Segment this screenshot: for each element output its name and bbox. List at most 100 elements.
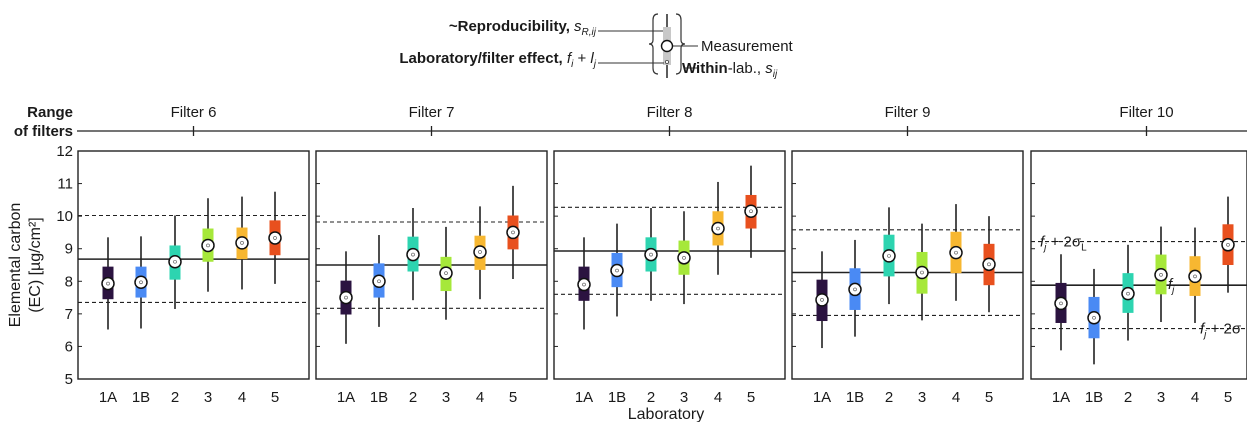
lab-tick-label: 5 [509, 389, 517, 406]
effect-marker [1092, 315, 1096, 320]
lab-tick-label: 1B [1085, 389, 1103, 406]
effect-marker [240, 241, 244, 245]
effect-marker [444, 271, 448, 275]
panel-filter-6: Filter 6 1A 1B 2 3 4 5 [77, 104, 310, 406]
lab-3: 3 [201, 198, 215, 406]
effect-marker [1059, 301, 1063, 306]
lab-tick-label: 3 [918, 389, 926, 406]
lab-1A: 1A [575, 237, 593, 406]
lab-tick-label: 1A [1052, 389, 1070, 406]
effect-marker [853, 287, 857, 292]
lab-tick-label: 5 [985, 389, 993, 406]
range-label-line2: of filters [14, 123, 73, 140]
upper-limit-annotation: fj + 2σL [1040, 234, 1087, 254]
lab-tick-label: 5 [747, 389, 755, 406]
lab-5: 5 [506, 185, 520, 406]
lab-tick-label: 3 [680, 389, 688, 406]
lab-4: 4 [473, 206, 487, 406]
panel-title: Filter 9 [885, 104, 931, 121]
effect-marker [749, 209, 753, 214]
panel-frame [791, 150, 1024, 380]
lab-tick-label: 3 [1157, 389, 1165, 406]
lab-tick-label: 1B [608, 389, 626, 406]
lab-tick-label: 1A [99, 389, 117, 406]
lab-4: 4 [711, 181, 725, 406]
effect-marker [106, 281, 110, 286]
y-tick-label: 11 [57, 176, 73, 193]
effect-marker [1226, 243, 1230, 247]
lab-1A: 1A [337, 251, 355, 406]
lab-1B: 1B [1085, 268, 1103, 406]
legend-measurement-marker [660, 39, 674, 53]
lab-3: 3 [1154, 226, 1168, 406]
x-axis-label: Laboratory [628, 406, 705, 422]
y-tick-label: 8 [65, 273, 73, 290]
y-tick-label: 12 [56, 143, 73, 160]
effect-marker [820, 298, 824, 302]
panel-title: Filter 10 [1119, 104, 1173, 121]
effect-marker [649, 252, 653, 257]
lab-1B: 1B [370, 235, 388, 406]
lab-tick-label: 4 [714, 389, 722, 406]
effect-marker [139, 280, 143, 285]
legend-within-text: Within-lab., sij [682, 60, 778, 80]
effect-marker [377, 279, 381, 284]
y-tick-label: 6 [65, 338, 73, 355]
lab-tick-label: 3 [442, 389, 450, 406]
y-axis-label-line1: Elemental carbon [7, 203, 24, 328]
lab-2: 2 [644, 208, 658, 406]
effect-marker [954, 250, 958, 255]
lab-tick-label: 5 [271, 389, 279, 406]
lab-tick-label: 4 [952, 389, 960, 406]
y-tick-label: 7 [65, 306, 73, 323]
lab-5: 5 [1221, 196, 1235, 406]
panel-frame [315, 150, 548, 380]
lab-2: 2 [882, 207, 896, 406]
lab-tick-label: 2 [171, 389, 179, 406]
panel-title: Filter 8 [647, 104, 693, 121]
effect-marker [1159, 272, 1163, 277]
lab-3: 3 [439, 226, 453, 406]
lab-1A: 1A [813, 251, 831, 406]
lab-tick-label: 1B [846, 389, 864, 406]
effect-marker [206, 243, 210, 248]
lab-1B: 1B [132, 236, 150, 406]
lab-tick-label: 1A [575, 389, 593, 406]
lab-tick-label: 4 [1191, 389, 1199, 406]
effect-marker [887, 254, 891, 258]
effect-marker [273, 236, 277, 240]
effect-marker [716, 226, 720, 231]
lower-limit-annotation: fj + 2σ [1200, 321, 1242, 341]
lab-3: 3 [677, 211, 691, 406]
lab-4: 4 [235, 196, 249, 406]
lab-5: 5 [268, 191, 282, 406]
effect-marker [344, 295, 348, 300]
lab-5: 5 [982, 216, 996, 406]
lab-tick-label: 2 [647, 389, 655, 406]
lab-tick-label: 2 [885, 389, 893, 406]
legend-brace-left [648, 13, 659, 75]
lab-tick-label: 2 [409, 389, 417, 406]
lab-tick-label: 1A [337, 389, 355, 406]
panels: 5 6 7 8 9 10 11 12 Filter 6 1A 1B 2 3 4 5 Filter 7 1A 1B 2… [56, 104, 1247, 406]
lab-2: 2 [168, 215, 182, 406]
lab-tick-label: 1B [370, 389, 388, 406]
legend-brace-right [675, 13, 686, 75]
y-tick-label: 5 [65, 371, 73, 388]
lab-2: 2 [1121, 244, 1135, 406]
lab-tick-label: 1B [132, 389, 150, 406]
lab-tick-label: 3 [204, 389, 212, 406]
lab-tick-label: 5 [1224, 389, 1232, 406]
lab-1B: 1B [608, 223, 626, 406]
lab-tick-label: 1A [813, 389, 831, 406]
lab-5: 5 [744, 165, 758, 406]
legend-reproducibility-text: ~Reproducibility, sR,ij [449, 18, 597, 38]
legend-effect-text: Laboratory/filter effect, fi + lj [399, 50, 596, 70]
effect-marker [582, 282, 586, 287]
effect-marker [478, 250, 482, 254]
panel-title: Filter 6 [171, 104, 217, 121]
mean-annotation: fj [1168, 276, 1175, 296]
panel-filter-9: Filter 9 1A 1B 2 3 4 5 [791, 104, 1024, 406]
lab-tick-label: 4 [476, 389, 484, 406]
